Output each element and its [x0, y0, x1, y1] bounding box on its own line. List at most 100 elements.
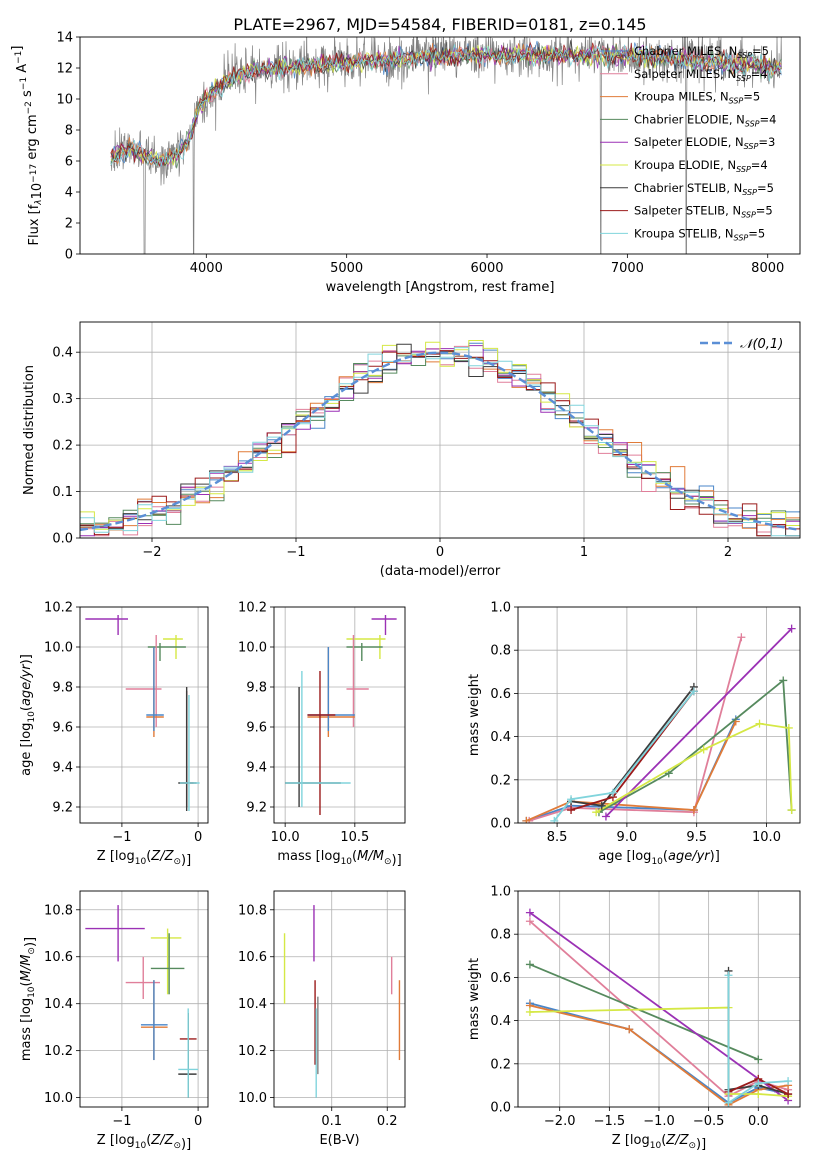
x-tick-label: 8.5 [547, 830, 568, 845]
x-tick-label: −1 [286, 545, 305, 560]
plot-area [522, 624, 796, 823]
errorbar-marker [178, 1013, 197, 1098]
label-part: Z [ [97, 1133, 115, 1148]
x-axis-label: age [log10(age/yr)] [598, 849, 720, 867]
label-part: M [357, 849, 368, 864]
label-part: ( [19, 706, 34, 711]
label-part: Z [164, 1133, 175, 1148]
x-tick-label: 10.5 [340, 830, 369, 845]
mass-weight-line [529, 911, 789, 1102]
label-part: log [115, 849, 135, 864]
mass-weight-point [550, 816, 559, 823]
label-part: ] [397, 853, 402, 868]
y-tick-label: 0.4 [52, 346, 73, 361]
label-part: 10 [651, 857, 663, 867]
spectrum-panel: 4000 5000 6000 7000 8000 0 2 4 6 8 10 12 14 wavelengt… [10, 31, 801, 295]
label-part: ) [181, 853, 186, 868]
errorbar-marker [146, 647, 164, 731]
legend-label: Kroupa MILES, NSSP=5 [634, 90, 760, 106]
x-tick-label: 10.0 [752, 830, 781, 845]
label-part: Z [150, 1133, 161, 1148]
grid [274, 891, 405, 1107]
label-part: −1 [14, 51, 24, 64]
label-part: log [321, 849, 341, 864]
label-part: log [630, 1133, 650, 1148]
y-tick-label: 0.2 [490, 773, 511, 788]
errorbar-marker [346, 643, 383, 661]
label-part: Salpeter MILES, N [634, 67, 736, 81]
label-part: ) [181, 1137, 186, 1152]
label-part: SSP [734, 233, 749, 242]
mass-weight-point [525, 908, 534, 917]
y-tick-label: 9.2 [246, 801, 267, 816]
mass-weight-point [625, 1025, 634, 1034]
mass-weight-point [755, 719, 764, 728]
label-part: 10 [650, 1141, 662, 1151]
y-tick-label: 0.3 [52, 392, 73, 407]
age-vs-mass-panel: 10.0 10.5 9.2 9.4 9.6 9.8 10.0 10.2 mass [log10(… [238, 601, 406, 868]
grid [518, 890, 800, 1108]
label-part: M [19, 955, 34, 966]
axes-frame: 4000 5000 6000 7000 8000 0 2 4 6 8 10 12 14 wavelengt… [10, 31, 801, 295]
x-axis-label: Z [log10(Z/Z⊙)] [97, 1133, 191, 1152]
label-part: 10 [30, 183, 45, 200]
mass-weight-line [605, 627, 793, 818]
y-tick-label: 10 [56, 93, 73, 108]
label-part: mass [ [19, 1018, 34, 1061]
age-vs-metallicity-panel: −1 09.29.49.69.810.010.2Z [log10(Z/Z⊙)]ag… [19, 601, 209, 868]
y-tick-label: 10.6 [44, 950, 73, 965]
label-part: ] [19, 654, 34, 659]
mass-vs-ebv-panel: 0.1 0.2 10.0 10.2 10.4 10.6 10.8 E(B-V) [238, 890, 406, 1148]
label-part: ⊙ [688, 1141, 696, 1151]
residuals-panel: −2 −1 0 1 2 0.0 0.1 0.2 0.3 0.4 (data-model)/error… [22, 321, 801, 579]
label-part: SSP [745, 119, 760, 128]
label-part: SSP [744, 142, 759, 151]
y-tick-label: 10.0 [44, 1091, 73, 1106]
mass-weight-point [525, 1007, 534, 1016]
y-tick-label: 10.0 [238, 1091, 267, 1106]
label-part: =5 [757, 181, 774, 195]
y-tick-label: 10.2 [44, 1044, 73, 1059]
label-part: log [19, 998, 34, 1018]
label-part: Z [ [612, 1133, 630, 1148]
errorbar-marker [285, 671, 351, 807]
label-part: Z [ [97, 849, 115, 864]
axes-box [79, 606, 209, 824]
label-part: / [691, 849, 698, 864]
label-part: e [19, 682, 34, 690]
y-tick-label: 1.0 [490, 601, 511, 616]
y-tick-label: 9.4 [52, 761, 73, 776]
label-part: −17 [29, 164, 39, 183]
label-part: =5 [748, 226, 765, 240]
y-axis-label: mass [log10(M/M⊙)] [19, 937, 38, 1061]
legend-label: Salpeter STELIB, NSSP=5 [634, 204, 773, 220]
x-axis-label: Z [log10(Z/Z⊙)] [612, 1133, 706, 1152]
label-part: / [19, 676, 34, 683]
label-part: 10 [341, 857, 353, 867]
errorbar-marker [371, 615, 397, 635]
mass-weight-line [528, 636, 743, 822]
label-part: mass weight [467, 674, 482, 756]
errorbar-marker [125, 635, 162, 727]
label-part: wavelength [Angstrom, rest frame] [326, 280, 555, 295]
x-tick-label: 1 [580, 545, 588, 560]
x-tick-label: −2 [142, 545, 161, 560]
label-part: / [19, 964, 34, 971]
x-tick-label: 10.0 [271, 830, 300, 845]
label-part: ) [23, 942, 38, 947]
y-tick-label: 0.4 [490, 730, 511, 745]
label-part: SSP [737, 51, 752, 60]
label-part: / [674, 1133, 681, 1148]
errorbar-marker [285, 687, 341, 807]
x-tick-label: −0.5 [693, 1114, 725, 1129]
label-part: a [668, 849, 676, 864]
label-part: Flux [f [27, 204, 42, 245]
legend: 𝒩(0,1) [700, 337, 783, 352]
errorbar-marker [179, 695, 200, 811]
y-tick-label: 10.4 [44, 997, 73, 1012]
axes-box [79, 36, 801, 255]
mass-weight-point [724, 1098, 733, 1107]
label-part: y [19, 669, 34, 678]
mass-weight-point [754, 1090, 763, 1099]
